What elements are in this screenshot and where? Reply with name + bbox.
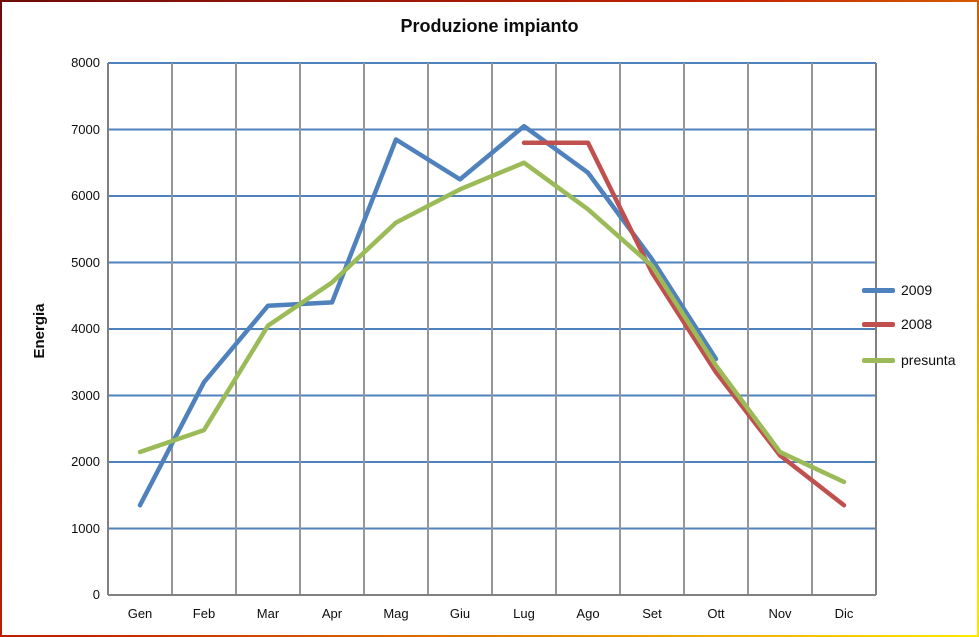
series-line-presunta — [137, 160, 847, 485]
y-tick-label-6000: 6000 — [71, 188, 100, 203]
chart-title: Produzione impianto — [400, 16, 579, 36]
y-tick-label-0: 0 — [92, 587, 100, 602]
legend-label: 2009 — [901, 282, 933, 298]
x-tick-label-Ott: Ott — [707, 606, 725, 621]
legend-label: presunta — [901, 352, 956, 368]
series-line-2008 — [521, 140, 847, 508]
x-tick-label-Mar: Mar — [256, 606, 280, 621]
x-tick-label-Dic: Dic — [834, 606, 854, 621]
y-tick-label-1000: 1000 — [71, 520, 100, 536]
x-tick-label-Nov: Nov — [768, 606, 792, 621]
y-tick-label-7000: 7000 — [71, 121, 100, 137]
y-tick-label-3000: 3000 — [71, 387, 100, 403]
x-tick-label-Set: Set — [642, 606, 662, 621]
legend-label: 2008 — [901, 316, 933, 332]
x-tick-label-Feb: Feb — [192, 606, 216, 621]
y-tick-label-4000: 4000 — [71, 321, 100, 336]
series-line-2009 — [137, 123, 719, 508]
x-tick-label-Ago: Ago — [576, 606, 600, 621]
x-tick-label-Apr: Apr — [321, 606, 343, 621]
x-tick-label-Mag: Mag — [383, 606, 409, 621]
y-tick-label-5000: 5000 — [71, 254, 100, 270]
legend-line-icon — [862, 322, 895, 327]
x-tick-label-Lug: Lug — [513, 606, 535, 621]
y-tick-label-8000: 8000 — [71, 55, 100, 70]
x-tick-label-Gen: Gen — [127, 606, 153, 621]
legend-line-icon — [862, 358, 895, 363]
x-tick-label-Giu: Giu — [449, 606, 471, 621]
y-tick-label-2000: 2000 — [71, 454, 100, 469]
legend-line-icon — [862, 288, 895, 293]
